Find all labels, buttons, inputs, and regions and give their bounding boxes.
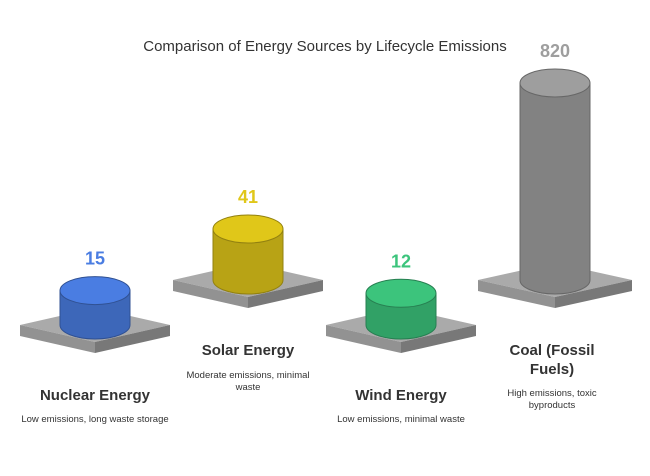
value-label-solar: 41 [238, 187, 258, 207]
bar-top-solar [212, 214, 284, 244]
bar-body-solar [212, 228, 284, 295]
category-desc-solar: Moderate emissions, minimal waste [186, 370, 310, 393]
value-label-wind: 12 [391, 251, 411, 271]
value-label-nuclear: 15 [85, 249, 105, 269]
platform-side-right-coal [555, 280, 632, 308]
platform-side-right-nuclear [95, 325, 170, 353]
category-label-solar: Solar Energy [201, 342, 295, 359]
bar-top-nuclear [59, 276, 131, 306]
chart-title: Comparison of Energy Sources by Lifecycl… [143, 38, 507, 55]
category-label-nuclear: Nuclear Energy [39, 387, 151, 404]
category-label-wind: Wind Energy [355, 387, 447, 404]
platform-side-right-solar [248, 280, 323, 308]
platform-side-left-nuclear [20, 325, 95, 353]
category-desc-wind: Low emissions, minimal waste [337, 414, 465, 425]
bar-body-coal [519, 82, 591, 295]
bar-top-coal [519, 68, 591, 98]
value-label-coal: 820 [540, 41, 570, 61]
platform-side-right-wind [401, 325, 476, 353]
platform-side-left-solar [173, 280, 248, 308]
platform-side-left-coal [478, 280, 555, 308]
category-desc-coal: High emissions, toxic byproducts [507, 388, 597, 411]
bar-top-wind [365, 278, 437, 308]
platform-side-left-wind [326, 325, 401, 353]
category-desc-nuclear: Low emissions, long waste storage [21, 414, 169, 425]
category-label-coal: Coal (Fossil Fuels) [509, 342, 595, 378]
